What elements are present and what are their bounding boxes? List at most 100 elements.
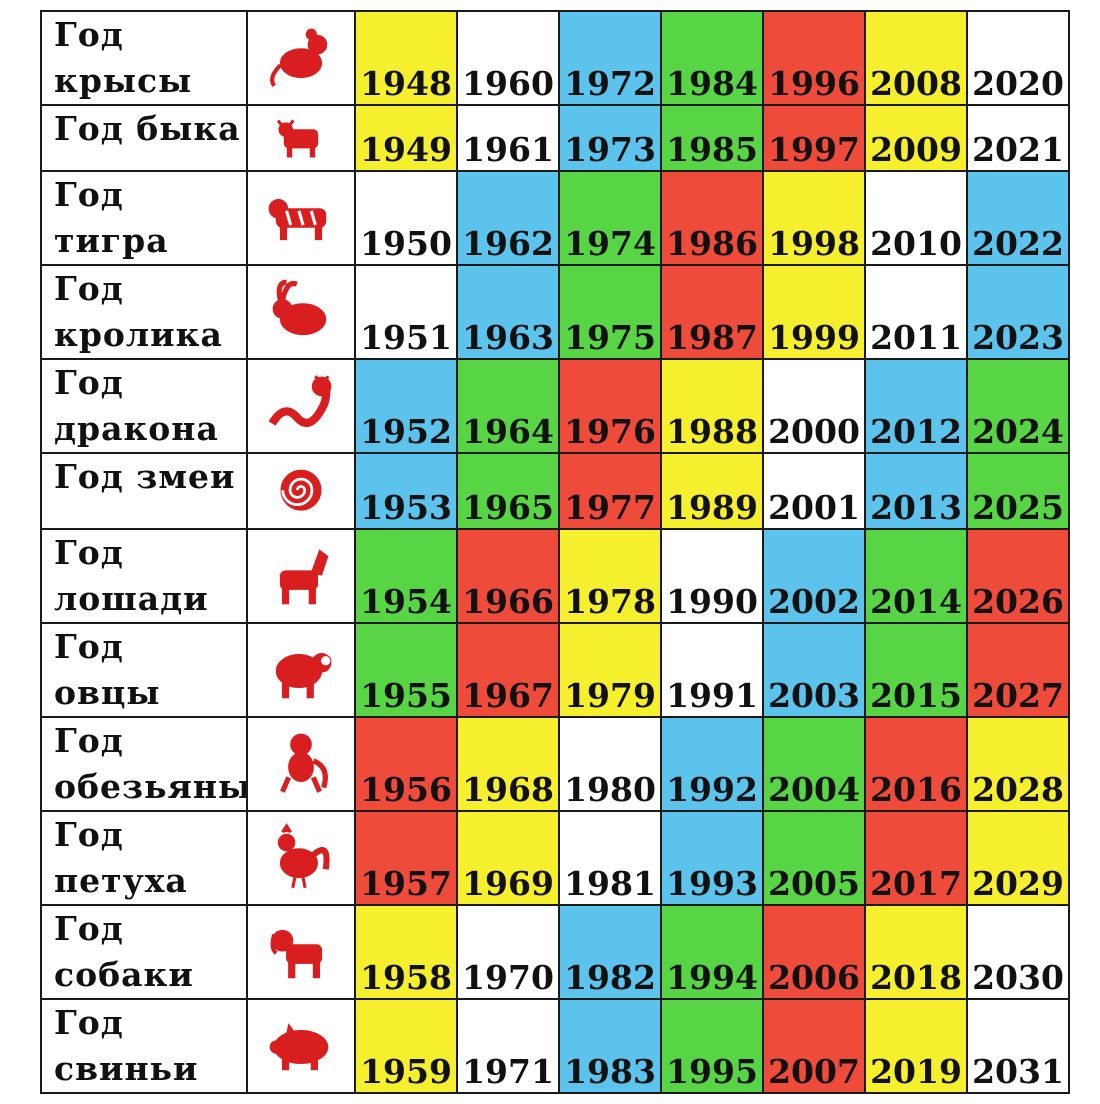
table-row: Год тигра 1950 1962 1974 1986 1998 2010 2022 <box>40 170 1070 266</box>
year-cell: 2002 <box>762 528 866 624</box>
dragon-icon <box>268 375 332 427</box>
table-row: Год обезьяны 1956 1968 1980 1992 2004 2016 2028 <box>40 716 1070 812</box>
year-cell: 1990 <box>660 528 764 624</box>
table-row: Год петуха 1957 1969 1981 1993 2005 2017 2029 <box>40 810 1070 906</box>
year-cell: 1955 <box>354 622 458 718</box>
animal-icon-cell <box>246 528 356 624</box>
year-cell: 1972 <box>558 10 662 106</box>
year-cell: 1996 <box>762 10 866 106</box>
year-cell: 2017 <box>864 810 968 906</box>
year-cell: 2026 <box>966 528 1070 624</box>
animal-icon-cell <box>246 998 356 1094</box>
sheep-icon <box>275 653 332 699</box>
animal-name: Год свиньи <box>54 1003 199 1088</box>
year-cell: 1974 <box>558 170 662 266</box>
year-cell: 1952 <box>354 358 458 454</box>
year-cell: 1984 <box>660 10 764 106</box>
year-cell: 2022 <box>966 170 1070 266</box>
year-cell: 1981 <box>558 810 662 906</box>
year-cell: 1976 <box>558 358 662 454</box>
year-cell: 1951 <box>354 264 458 360</box>
animal-name: Год быка <box>54 109 241 148</box>
year-cell: 2011 <box>864 264 968 360</box>
animal-icon-cell <box>246 716 356 812</box>
dog-icon <box>270 929 323 979</box>
year-cell: 2008 <box>864 10 968 106</box>
animal-name-cell: Год тигра <box>40 170 248 266</box>
zodiac-year-table: Год крысы 1948 1960 1972 1984 1996 2008 2020 Год… <box>40 10 1070 1094</box>
year-cell: 1953 <box>354 452 458 530</box>
year-cell: 1965 <box>456 452 560 530</box>
table-row: Год овцы 1955 1967 1979 1991 2003 2015 2027 <box>40 622 1070 718</box>
year-cell: 2005 <box>762 810 866 906</box>
year-cell: 1979 <box>558 622 662 718</box>
year-cell: 1949 <box>354 104 458 172</box>
animal-name: Год дракона <box>54 363 219 448</box>
year-cell: 2009 <box>864 104 968 172</box>
year-cell: 1986 <box>660 170 764 266</box>
year-cell: 2028 <box>966 716 1070 812</box>
animal-name-cell: Год собаки <box>40 904 248 1000</box>
animal-name-cell: Год обезьяны <box>40 716 248 812</box>
year-cell: 1954 <box>354 528 458 624</box>
animal-icon-cell <box>246 622 356 718</box>
rooster-icon <box>277 823 330 889</box>
year-cell: 2021 <box>966 104 1070 172</box>
year-cell: 1969 <box>456 810 560 906</box>
year-cell: 1959 <box>354 998 458 1094</box>
year-cell: 2024 <box>966 358 1070 454</box>
year-cell: 2006 <box>762 904 866 1000</box>
year-cell: 2031 <box>966 998 1070 1094</box>
animal-name-cell: Год лошади <box>40 528 248 624</box>
year-cell: 2029 <box>966 810 1070 906</box>
year-cell: 1995 <box>660 998 764 1094</box>
animal-name: Год собаки <box>54 909 194 994</box>
year-cell: 1998 <box>762 170 866 266</box>
year-cell: 1963 <box>456 264 560 360</box>
year-cell: 2000 <box>762 358 866 454</box>
year-cell: 2019 <box>864 998 968 1094</box>
table-row: Год кролика 1951 1963 1975 1987 1999 2011 2023 <box>40 264 1070 360</box>
year-cell: 1961 <box>456 104 560 172</box>
animal-icon-cell <box>246 170 356 266</box>
year-cell: 1962 <box>456 170 560 266</box>
animal-name: Год крысы <box>54 15 193 100</box>
animal-name: Год кролика <box>54 269 223 354</box>
animal-name-cell: Год свиньи <box>40 998 248 1094</box>
year-cell: 1970 <box>456 904 560 1000</box>
year-cell: 1997 <box>762 104 866 172</box>
year-cell: 2007 <box>762 998 866 1094</box>
snake-icon <box>280 469 322 511</box>
monkey-icon <box>280 733 328 793</box>
year-cell: 2027 <box>966 622 1070 718</box>
year-cell: 1985 <box>660 104 764 172</box>
year-cell: 1971 <box>456 998 560 1094</box>
animal-name-cell: Год овцы <box>40 622 248 718</box>
year-cell: 1980 <box>558 716 662 812</box>
table-row: Год быка 1949 1961 1973 1985 1997 2009 2021 <box>40 104 1070 172</box>
year-cell: 1987 <box>660 264 764 360</box>
animal-icon-cell <box>246 10 356 106</box>
pig-icon <box>269 1023 329 1071</box>
table-row: Год дракона 1952 1964 1976 1988 2000 2012 2024 <box>40 358 1070 454</box>
year-cell: 1948 <box>354 10 458 106</box>
year-cell: 1988 <box>660 358 764 454</box>
year-cell: 1968 <box>456 716 560 812</box>
animal-name-cell: Год дракона <box>40 358 248 454</box>
year-cell: 2020 <box>966 10 1070 106</box>
animal-icon-cell <box>246 452 356 530</box>
animal-name: Год петуха <box>54 815 188 900</box>
year-cell: 1993 <box>660 810 764 906</box>
year-cell: 1958 <box>354 904 458 1000</box>
table-row: Год свиньи 1959 1971 1983 1995 2007 2019 2031 <box>40 998 1070 1094</box>
year-cell: 1994 <box>660 904 764 1000</box>
table-row: Год крысы 1948 1960 1972 1984 1996 2008 2020 <box>40 10 1070 106</box>
ox-icon <box>276 119 319 158</box>
year-cell: 1991 <box>660 622 764 718</box>
year-cell: 1950 <box>354 170 458 266</box>
year-cell: 1989 <box>660 452 764 530</box>
year-cell: 1967 <box>456 622 560 718</box>
animal-name: Год змеи <box>54 457 236 496</box>
table-row: Год собаки 1958 1970 1982 1994 2006 2018 2030 <box>40 904 1070 1000</box>
animal-icon-cell <box>246 904 356 1000</box>
